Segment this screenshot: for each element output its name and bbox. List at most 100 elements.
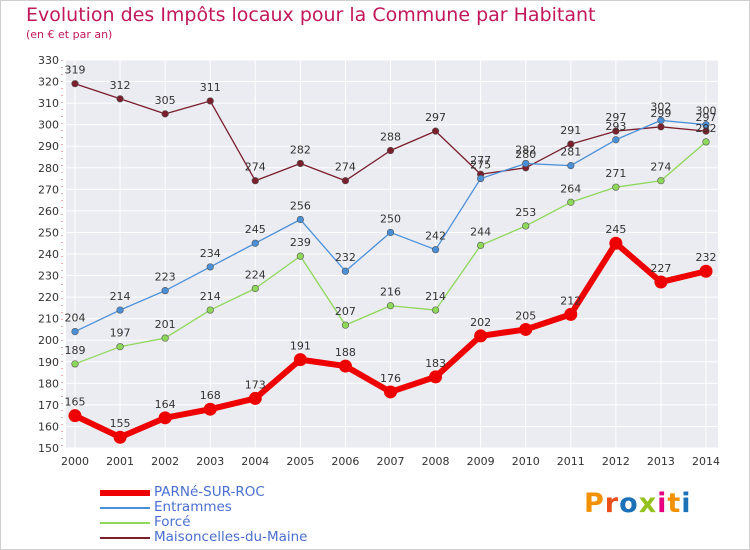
data-label-3: 274 xyxy=(245,161,266,174)
data-label-1: 293 xyxy=(605,120,626,133)
data-label-1: 256 xyxy=(290,200,311,213)
series-point-2 xyxy=(296,252,304,260)
data-label-3: 288 xyxy=(380,131,401,144)
data-label-2: 239 xyxy=(290,236,311,249)
data-label-1: 204 xyxy=(65,312,86,325)
data-label-1: 282 xyxy=(515,143,536,156)
data-label-0: 183 xyxy=(425,357,446,370)
series-point-1 xyxy=(341,267,350,275)
data-label-3: 282 xyxy=(290,143,311,156)
legend-label-entrammes: Entrammes xyxy=(154,499,232,515)
legend-item-entrammes[interactable]: Entrammes xyxy=(100,499,360,516)
data-label-2: 224 xyxy=(245,268,266,281)
y-tick-label: 240 xyxy=(38,248,59,261)
series-point-1 xyxy=(522,159,530,168)
series-point-1 xyxy=(477,174,485,183)
y-tick-label: 310 xyxy=(38,97,59,110)
series-point-0 xyxy=(203,402,217,416)
x-tick-label: 2010 xyxy=(512,455,540,468)
data-label-1: 281 xyxy=(560,146,581,159)
data-label-0: 155 xyxy=(110,417,131,430)
chart-subtitle: (en € et par an) xyxy=(26,28,113,41)
series-point-2 xyxy=(161,334,169,342)
y-tick-label: 230 xyxy=(38,270,59,283)
legend: PARNé-SUR-ROC Entrammes Forcé Maisoncell… xyxy=(100,484,360,546)
legend-label-maisoncelles: Maisoncelles-du-Maine xyxy=(154,529,308,545)
data-label-0: 176 xyxy=(380,372,401,385)
data-label-2: 271 xyxy=(605,167,626,180)
series-point-3 xyxy=(386,146,395,155)
data-label-3: 297 xyxy=(696,111,717,124)
data-label-2: 264 xyxy=(560,182,581,195)
series-point-2 xyxy=(386,302,395,310)
series-point-0 xyxy=(293,353,307,367)
x-tick-label: 2006 xyxy=(331,455,359,468)
series-point-0 xyxy=(564,307,578,321)
series-point-2 xyxy=(567,198,575,206)
data-label-1: 302 xyxy=(650,100,671,113)
data-label-2: 274 xyxy=(650,161,671,174)
y-tick-label: 220 xyxy=(38,291,59,304)
series-point-3 xyxy=(116,95,124,103)
data-label-3: 299 xyxy=(650,107,671,120)
x-tick-label: 2014 xyxy=(692,455,720,468)
series-point-0 xyxy=(248,391,262,405)
data-label-0: 227 xyxy=(650,262,671,275)
data-label-0: 232 xyxy=(696,251,717,264)
series-point-3 xyxy=(341,177,350,185)
brand-letter: P xyxy=(584,488,605,519)
legend-label-parne: PARNé-SUR-ROC xyxy=(154,484,265,500)
series-point-2 xyxy=(522,222,530,230)
series-point-1 xyxy=(161,287,169,295)
y-tick-label: 270 xyxy=(38,183,59,196)
data-label-3: 291 xyxy=(560,124,581,137)
y-tick-label: 210 xyxy=(38,313,59,326)
data-label-1: 300 xyxy=(696,105,717,118)
x-tick-label: 2003 xyxy=(196,455,224,468)
x-tick-label: 2000 xyxy=(61,455,89,468)
series-point-1 xyxy=(206,263,214,271)
chart-title: Evolution des Impôts locaux pour la Comm… xyxy=(26,4,596,26)
data-label-3: 297 xyxy=(425,111,446,124)
y-tick-label: 190 xyxy=(38,356,59,369)
legend-item-maisoncelles[interactable]: Maisoncelles-du-Maine xyxy=(100,529,360,546)
x-tick-label: 2009 xyxy=(467,455,495,468)
series-point-3 xyxy=(206,97,214,105)
data-label-3: 319 xyxy=(65,64,86,77)
data-label-2: 244 xyxy=(470,225,491,238)
brand-letter: i xyxy=(657,488,668,519)
legend-item-force[interactable]: Forcé xyxy=(100,514,360,531)
x-tick-label: 2012 xyxy=(602,455,630,468)
series-point-2 xyxy=(251,284,259,293)
series-point-0 xyxy=(158,411,172,425)
legend-swatch-maisoncelles xyxy=(100,537,150,539)
data-label-2: 214 xyxy=(425,290,446,303)
series-point-2 xyxy=(341,321,350,329)
data-label-0: 245 xyxy=(605,223,626,236)
brand-letter: x xyxy=(638,488,658,519)
y-tick-label: 250 xyxy=(38,226,59,239)
data-label-0: 191 xyxy=(290,340,311,353)
legend-label-force: Forcé xyxy=(154,514,191,530)
data-label-0: 164 xyxy=(155,398,176,411)
data-label-0: 165 xyxy=(65,396,86,409)
series-point-2 xyxy=(477,241,485,249)
data-label-2: 201 xyxy=(155,318,176,331)
series-point-2 xyxy=(657,177,665,185)
series-point-1 xyxy=(612,136,620,144)
data-label-0: 188 xyxy=(335,346,356,359)
data-label-2: 214 xyxy=(200,290,221,303)
series-point-1 xyxy=(386,228,395,237)
data-label-1: 234 xyxy=(200,247,221,260)
series-point-2 xyxy=(702,138,710,146)
series-point-1 xyxy=(251,239,259,247)
y-tick-label: 320 xyxy=(38,76,59,89)
series-point-3 xyxy=(657,123,665,131)
series-point-0 xyxy=(68,409,82,423)
data-label-2: 189 xyxy=(65,344,86,357)
series-point-3 xyxy=(567,140,575,148)
data-label-1: 223 xyxy=(155,271,176,284)
legend-item-parne[interactable]: PARNé-SUR-ROC xyxy=(100,484,360,501)
legend-swatch-entrammes xyxy=(100,507,150,509)
data-label-3: 274 xyxy=(335,161,356,174)
